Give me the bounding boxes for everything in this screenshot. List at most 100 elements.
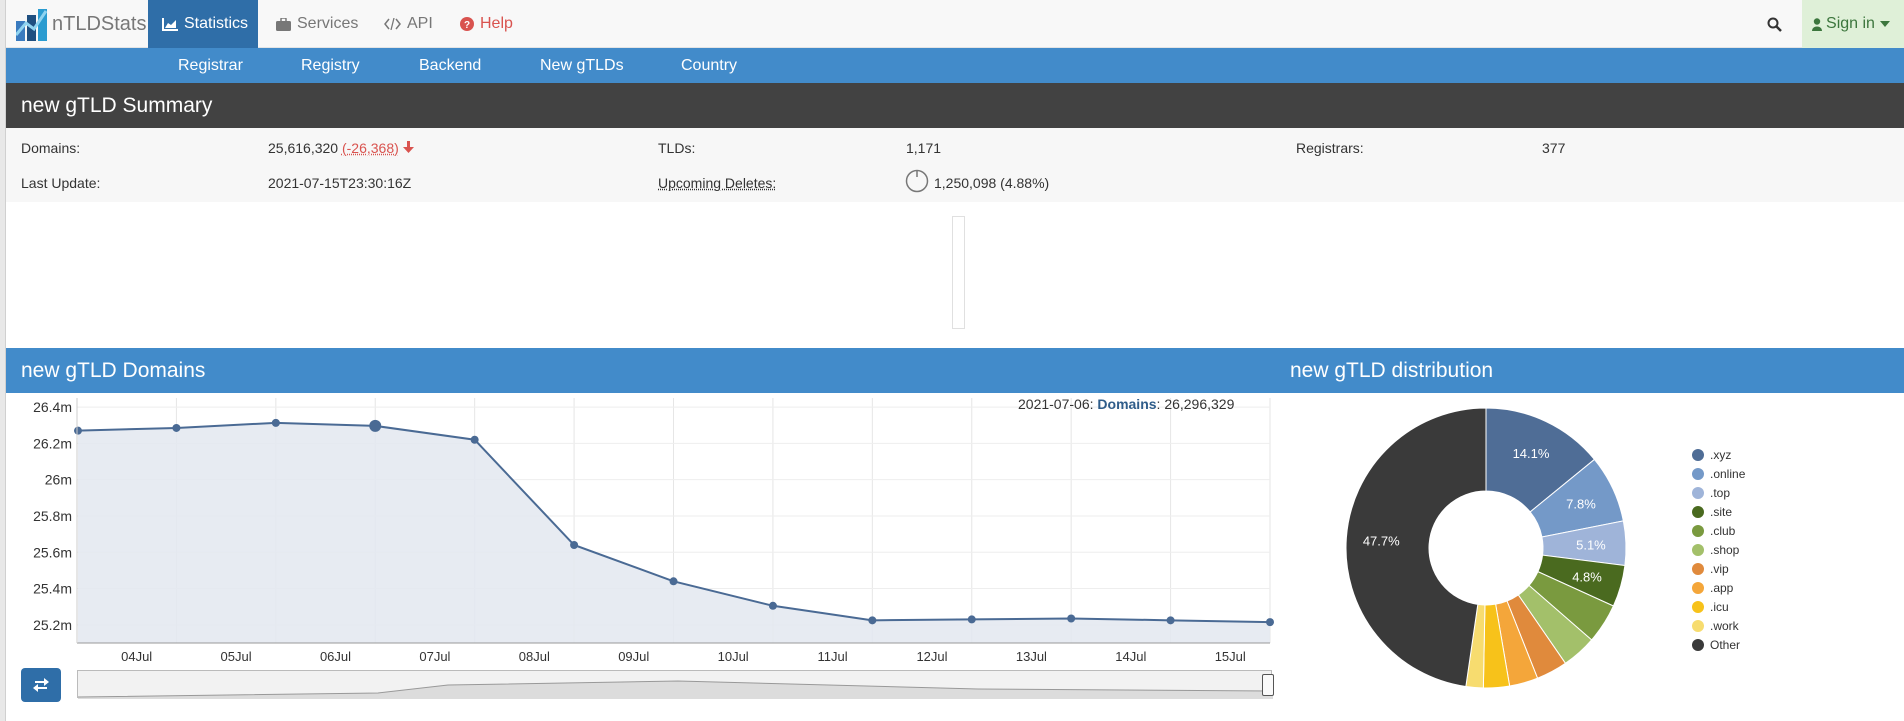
caret-down-icon	[1879, 21, 1890, 27]
data-point[interactable]	[369, 419, 382, 432]
data-point[interactable]	[1166, 616, 1175, 625]
x-tick-label: 09Jul	[618, 649, 649, 663]
domains-value: 25,616,320	[268, 140, 339, 156]
data-point[interactable]	[967, 615, 976, 624]
y-tick-label: 25.6m	[33, 544, 72, 560]
pie-data-label: 14.1%	[1513, 446, 1550, 461]
subnav-new-gtlds[interactable]: New gTLDs	[540, 56, 624, 74]
x-tick-label: 10Jul	[718, 649, 749, 663]
subnav-backend[interactable]: Backend	[419, 56, 482, 74]
data-point[interactable]	[768, 601, 777, 610]
legend-swatch	[1692, 467, 1704, 480]
legend-label: .club	[1710, 523, 1736, 538]
tlds-label: TLDs:	[658, 140, 696, 156]
data-point[interactable]	[470, 435, 479, 444]
domains-label: Domains:	[21, 140, 81, 156]
data-point[interactable]	[868, 616, 877, 625]
x-tick-label: 08Jul	[519, 649, 550, 663]
data-point[interactable]	[1067, 614, 1076, 623]
toggle-chart-button[interactable]	[21, 668, 61, 702]
x-tick-label: 11Jul	[818, 649, 848, 663]
tooltip-series: Domains	[1097, 396, 1157, 412]
legend-label: .vip	[1710, 561, 1729, 576]
nav-services[interactable]: Services	[276, 0, 358, 48]
legend-item[interactable]: .icu	[1692, 597, 1745, 616]
legend-label: Other	[1710, 637, 1741, 652]
last-update-value: 2021-07-15T23:30:16Z	[268, 175, 412, 191]
registrars-label: Registrars:	[1296, 140, 1364, 156]
legend-swatch	[1692, 600, 1704, 613]
logo-icon	[16, 9, 48, 41]
chart-navigator[interactable]	[77, 670, 1274, 699]
distribution-donut-chart[interactable]: 14.1% 7.8% 5.1% 4.8% 47.7%	[1286, 393, 1686, 703]
legend-item[interactable]: .shop	[1692, 540, 1745, 559]
data-point[interactable]	[570, 541, 579, 549]
legend-swatch	[1692, 562, 1704, 575]
navigator-handle[interactable]	[1262, 674, 1274, 696]
series-area	[78, 422, 1270, 643]
pie-data-label: 7.8%	[1566, 496, 1596, 511]
y-tick-label: 26m	[45, 472, 72, 488]
empty-widget	[952, 216, 965, 329]
legend-swatch	[1692, 524, 1704, 537]
x-tick-label: 04Jul	[121, 649, 152, 663]
summary-title: new gTLD Summary	[6, 83, 1904, 128]
nav-statistics-label: Statistics	[184, 15, 249, 32]
last-update-label: Last Update:	[21, 175, 101, 191]
nav-help[interactable]: ? Help	[460, 0, 513, 48]
registrars-value: 377	[1542, 140, 1566, 156]
arrow-down-icon	[402, 141, 414, 153]
legend-item[interactable]: .online	[1692, 464, 1745, 483]
signin-dropdown[interactable]: Sign in	[1802, 0, 1904, 48]
legend-swatch	[1692, 543, 1704, 556]
domains-area-chart[interactable]: 25.2m 25.4m 25.6m 25.8m 26m 26.2m 26.4m 04Jul 05…	[6, 393, 1286, 663]
data-point[interactable]	[271, 418, 280, 427]
legend-swatch	[1692, 486, 1704, 499]
domains-panel-title: new gTLD Domains	[6, 348, 1286, 393]
legend-item[interactable]: .xyz	[1692, 445, 1745, 464]
y-tick-label: 25.4m	[33, 581, 72, 597]
subnav-registrar[interactable]: Registrar	[178, 56, 243, 74]
tlds-value: 1,171	[906, 140, 942, 156]
x-tick-label: 05Jul	[221, 649, 252, 663]
upcoming-deletes-label[interactable]: Upcoming Deletes:	[658, 175, 777, 191]
tooltip-value: 26,296,329	[1164, 396, 1235, 412]
distribution-legend: .xyz .online .top .site .club .shop .vip .app .i…	[1692, 445, 1745, 654]
legend-label: .work	[1710, 618, 1739, 633]
subnav-registry[interactable]: Registry	[301, 56, 360, 74]
distribution-panel-title: new gTLD distribution	[1286, 348, 1904, 393]
legend-label: .online	[1710, 466, 1746, 481]
domains-change[interactable]: (-26,368)	[341, 140, 399, 156]
pie-slice-Other[interactable]	[1345, 407, 1487, 688]
legend-item[interactable]: Other	[1692, 635, 1745, 654]
data-point[interactable]	[172, 423, 181, 432]
data-point[interactable]	[74, 426, 82, 435]
sub-navbar: Registrar Registry Backend New gTLDs Cou…	[6, 48, 1904, 83]
y-tick-label: 25.8m	[33, 508, 72, 524]
data-point[interactable]	[1266, 618, 1274, 627]
data-point[interactable]	[669, 577, 678, 586]
y-tick-label: 25.2m	[33, 617, 72, 633]
nav-help-label: Help	[480, 15, 513, 32]
legend-swatch	[1692, 448, 1704, 461]
search-button[interactable]	[1754, 0, 1794, 48]
legend-item[interactable]: .vip	[1692, 559, 1745, 578]
legend-item[interactable]: .app	[1692, 578, 1745, 597]
exchange-icon	[33, 678, 49, 692]
x-tick-label: 13Jul	[1016, 649, 1047, 663]
legend-item[interactable]: .top	[1692, 483, 1745, 502]
upcoming-deletes-value: 1,250,098 (4.88%)	[934, 175, 1050, 191]
legend-item[interactable]: .work	[1692, 616, 1745, 635]
y-tick-label: 26.2m	[33, 435, 72, 451]
legend-swatch	[1692, 619, 1704, 632]
question-circle-icon: ?	[460, 17, 474, 31]
summary-panel: Domains: 25,616,320 (-26,368) TLDs: 1,17…	[6, 128, 1904, 202]
legend-item[interactable]: .club	[1692, 521, 1745, 540]
legend-item[interactable]: .site	[1692, 502, 1745, 521]
nav-api[interactable]: API	[384, 0, 433, 48]
subnav-country[interactable]: Country	[681, 56, 738, 74]
brand-link[interactable]: nTLDStats	[16, 4, 146, 44]
pie-data-label: 4.8%	[1572, 570, 1602, 585]
nav-statistics[interactable]: Statistics	[148, 0, 258, 48]
area-chart-icon	[162, 17, 178, 31]
